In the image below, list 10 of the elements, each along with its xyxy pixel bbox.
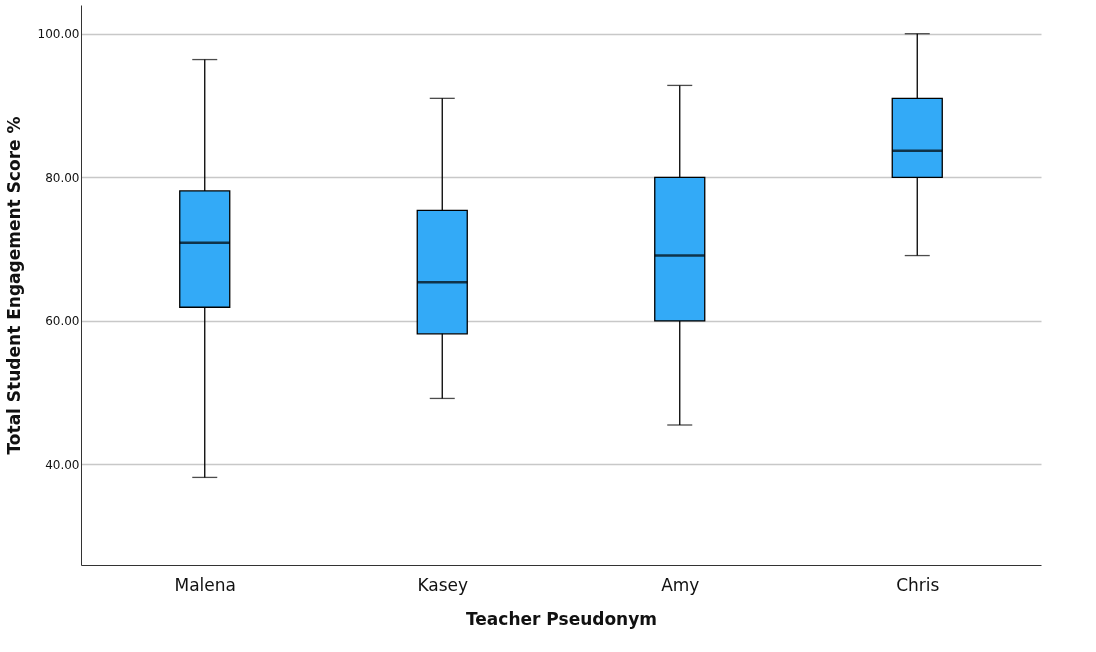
x-tick-label: Malena: [174, 574, 236, 595]
x-axis-title: Teacher Pseudonym: [465, 608, 658, 629]
y-tick-label: 60.00: [45, 314, 80, 329]
y-tick-label: 80.00: [45, 170, 80, 185]
y-axis-title: Total Student Engagement Score %: [3, 116, 24, 455]
y-tick-label: 40.00: [45, 457, 80, 472]
x-tick-label: Chris: [896, 574, 940, 595]
x-tick-label: Kasey: [417, 574, 469, 595]
x-tick-label: Amy: [661, 574, 700, 595]
y-tick-label: 100.00: [37, 27, 80, 42]
